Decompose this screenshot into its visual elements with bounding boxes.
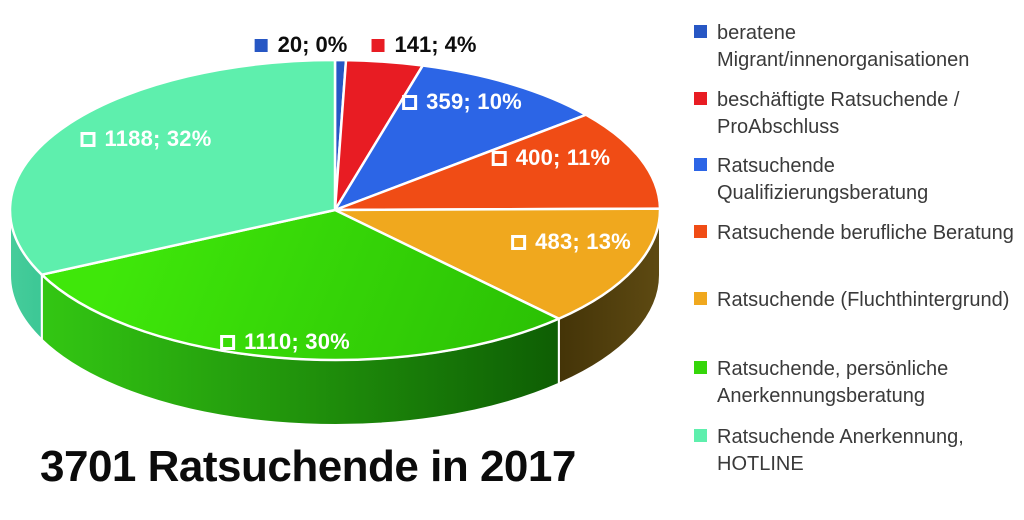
legend-label: Ratsuchende (Fluchthintergrund) <box>717 287 1009 314</box>
legend-label-line: Ratsuchende, persönliche <box>717 358 949 380</box>
label-key-square-icon <box>220 334 236 350</box>
legend-label-line: Ratsuchende berufliche Beratung <box>717 222 1014 244</box>
pie-label-text: 400; 11% <box>515 145 611 170</box>
legend-label-line: Migrant/innenorganisationen <box>717 49 970 71</box>
pie-outer-label-20: 20; 0% <box>254 32 348 58</box>
pie-slice-3 <box>333 113 662 212</box>
pie-slice-4 <box>333 207 662 320</box>
legend-item: beratene Migrant/innenorganisationen <box>694 20 969 74</box>
legend-color-swatch <box>694 158 707 171</box>
pie-outer-label-141: 141; 4% <box>371 32 477 58</box>
pie-label-text: 483; 13% <box>535 229 631 254</box>
legend-label-line: beschäftigte Ratsuchende / <box>717 89 960 111</box>
legend-label-line: Ratsuchende Anerkennung, <box>717 426 964 448</box>
label-key-square-icon <box>254 38 268 52</box>
legend-color-swatch <box>694 292 707 305</box>
pie-label-text: 1110; 30% <box>244 329 350 354</box>
pie-data-label-483: 483; 13% <box>511 229 631 255</box>
legend-label-line: Ratsuchende (Fluchthintergrund) <box>717 289 1010 311</box>
pie-label-text: 1188; 32% <box>104 126 212 151</box>
pie-data-label-1188: 1188; 32% <box>80 126 212 152</box>
legend-item: Ratsuchende berufliche Beratung <box>694 220 1014 247</box>
legend-label-line: HOTLINE <box>717 453 804 475</box>
pie-slice-6 <box>8 58 337 276</box>
legend-color-swatch <box>694 225 707 238</box>
legend-label: beratene Migrant/innenorganisationen <box>717 20 969 74</box>
legend-item: Ratsuchende, persönliche Anerkennungsber… <box>694 356 948 410</box>
legend-item: Ratsuchende Qualifizierungsberatung <box>694 153 928 207</box>
pie-label-text: 359; 10% <box>426 89 522 114</box>
legend-color-swatch <box>694 361 707 374</box>
legend-item: beschäftigte Ratsuchende / ProAbschluss <box>694 87 959 141</box>
pie-label-text: 141; 4% <box>394 32 477 57</box>
legend-color-swatch <box>694 25 707 38</box>
legend-label-line: ProAbschluss <box>717 116 840 138</box>
label-key-square-icon <box>371 38 385 52</box>
legend-item: Ratsuchende (Fluchthintergrund) <box>694 287 1009 314</box>
legend-item: Ratsuchende Anerkennung, HOTLINE <box>694 424 964 478</box>
legend-label-line: Qualifizierungsberatung <box>717 182 929 204</box>
label-key-square-icon <box>402 94 418 110</box>
chart-title: 3701 Ratsuchende in 2017 <box>40 442 576 491</box>
pie-label-text: 20; 0% <box>277 32 348 57</box>
legend-label-line: beratene <box>717 22 796 44</box>
legend-label-line: Ratsuchende <box>717 155 835 177</box>
pie-data-label-400: 400; 11% <box>491 145 611 171</box>
legend-color-swatch <box>694 429 707 442</box>
label-key-square-icon <box>511 234 527 250</box>
legend-label: Ratsuchende Anerkennung, HOTLINE <box>717 424 964 478</box>
legend-color-swatch <box>694 92 707 105</box>
label-key-square-icon <box>80 131 96 147</box>
legend-label: Ratsuchende Qualifizierungsberatung <box>717 153 928 207</box>
pie-data-label-359: 359; 10% <box>402 89 522 115</box>
legend-label: Ratsuchende, persönliche Anerkennungsber… <box>717 356 948 410</box>
pie-slice-5 <box>40 208 561 362</box>
pie-slice-2 <box>333 64 588 212</box>
legend-label: beschäftigte Ratsuchende / ProAbschluss <box>717 87 959 141</box>
legend-label-line: Anerkennungsberatung <box>717 385 925 407</box>
pie-data-label-1110: 1110; 30% <box>220 329 350 355</box>
label-key-square-icon <box>491 150 507 166</box>
legend-label: Ratsuchende berufliche Beratung <box>717 220 1014 247</box>
